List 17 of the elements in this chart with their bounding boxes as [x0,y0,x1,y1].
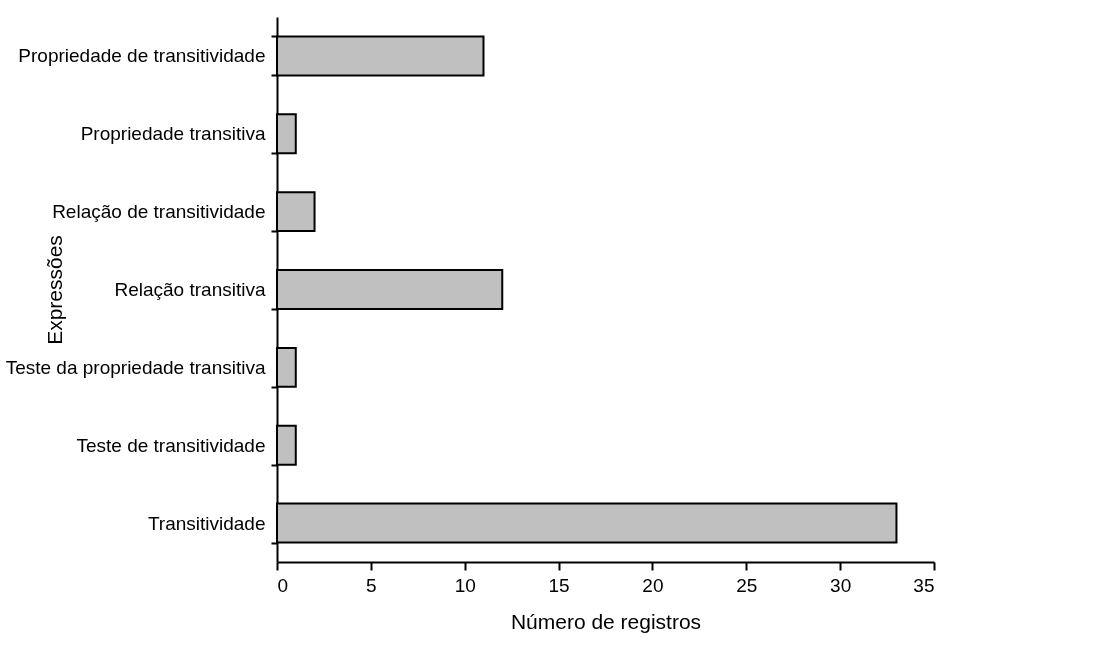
y-tick-label: Transitividade [147,512,266,534]
y-tick-label: Propriedade transitiva [80,123,266,145]
x-tick-label: 30 [830,574,852,596]
x-tick-label: 35 [913,574,935,596]
x-axis-title: Número de registros [510,609,702,633]
x-tick-label: 0 [277,574,289,596]
y-tick-label: Teste de transitividade [76,434,266,456]
y-tick-label: Propriedade de transitividade [18,45,266,67]
x-tick-label: 15 [548,574,570,596]
y-axis-title: Expressões [42,235,66,345]
y-tick-label: Relação transitiva [114,279,266,300]
x-tick-label: 10 [454,574,476,596]
y-tick-label: Relação de transitividade [52,201,266,223]
y-tick-label: Teste da propriedade transitiva [5,356,266,378]
x-tick-label: 5 [366,574,377,596]
x-tick-label: 25 [736,574,758,596]
x-tick-label: 20 [642,574,664,596]
